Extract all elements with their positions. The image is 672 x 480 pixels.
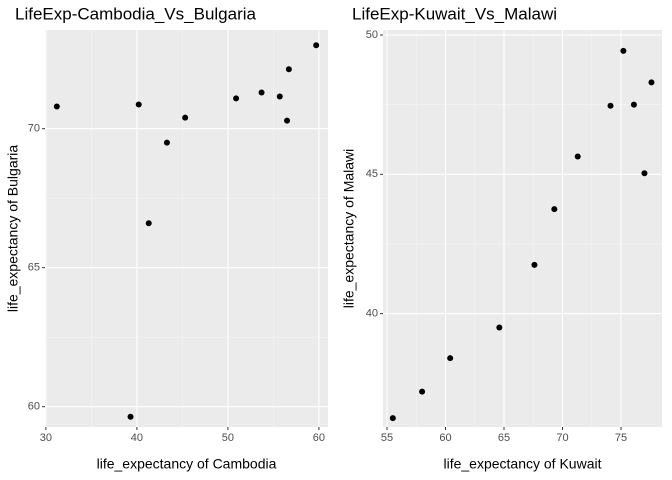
point [313,42,320,49]
point [496,324,503,331]
point [258,89,265,96]
point [182,114,189,121]
point [574,153,581,160]
point [531,261,538,268]
x-tick-label: 65 [498,432,510,444]
x-tick-label: 60 [313,432,325,444]
plot-background [45,30,328,427]
point [447,355,454,362]
point [163,139,170,146]
y-tick-label: 50 [366,29,378,41]
y-tick-label: 65 [28,262,40,274]
y-tick-label: 70 [28,123,40,135]
chart-title: LifeExp-Cambodia_Vs_Bulgaria [15,4,257,23]
point [648,79,655,86]
x-tick-label: 70 [556,432,568,444]
y-axis-title: life_expectancy of Bulgaria [5,145,21,313]
point [419,388,426,395]
point [53,103,60,110]
point [389,415,396,422]
point [135,101,142,108]
point [145,220,152,227]
point [233,95,240,102]
x-axis-title: life_expectancy of Cambodia [97,456,277,472]
chart-title: LifeExp-Kuwait_Vs_Malawi [352,4,557,23]
point [127,413,134,420]
point [284,117,291,124]
y-tick-label: 40 [366,308,378,320]
x-tick-label: 75 [615,432,627,444]
x-tick-label: 50 [222,432,234,444]
plot-background [383,30,662,427]
x-tick-label: 30 [40,432,52,444]
x-tick-label: 55 [381,432,393,444]
point [641,170,648,177]
y-axis-title: life_expectancy of Malawi [341,149,357,309]
y-tick-label: 45 [366,168,378,180]
point [607,102,614,109]
point [620,47,627,54]
point [630,101,637,108]
point [285,66,292,73]
y-tick-label: 60 [28,401,40,413]
x-axis-title: life_expectancy of Kuwait [444,456,602,472]
x-tick-label: 60 [439,432,451,444]
point [551,206,558,213]
point [276,93,283,100]
x-tick-label: 40 [131,432,143,444]
